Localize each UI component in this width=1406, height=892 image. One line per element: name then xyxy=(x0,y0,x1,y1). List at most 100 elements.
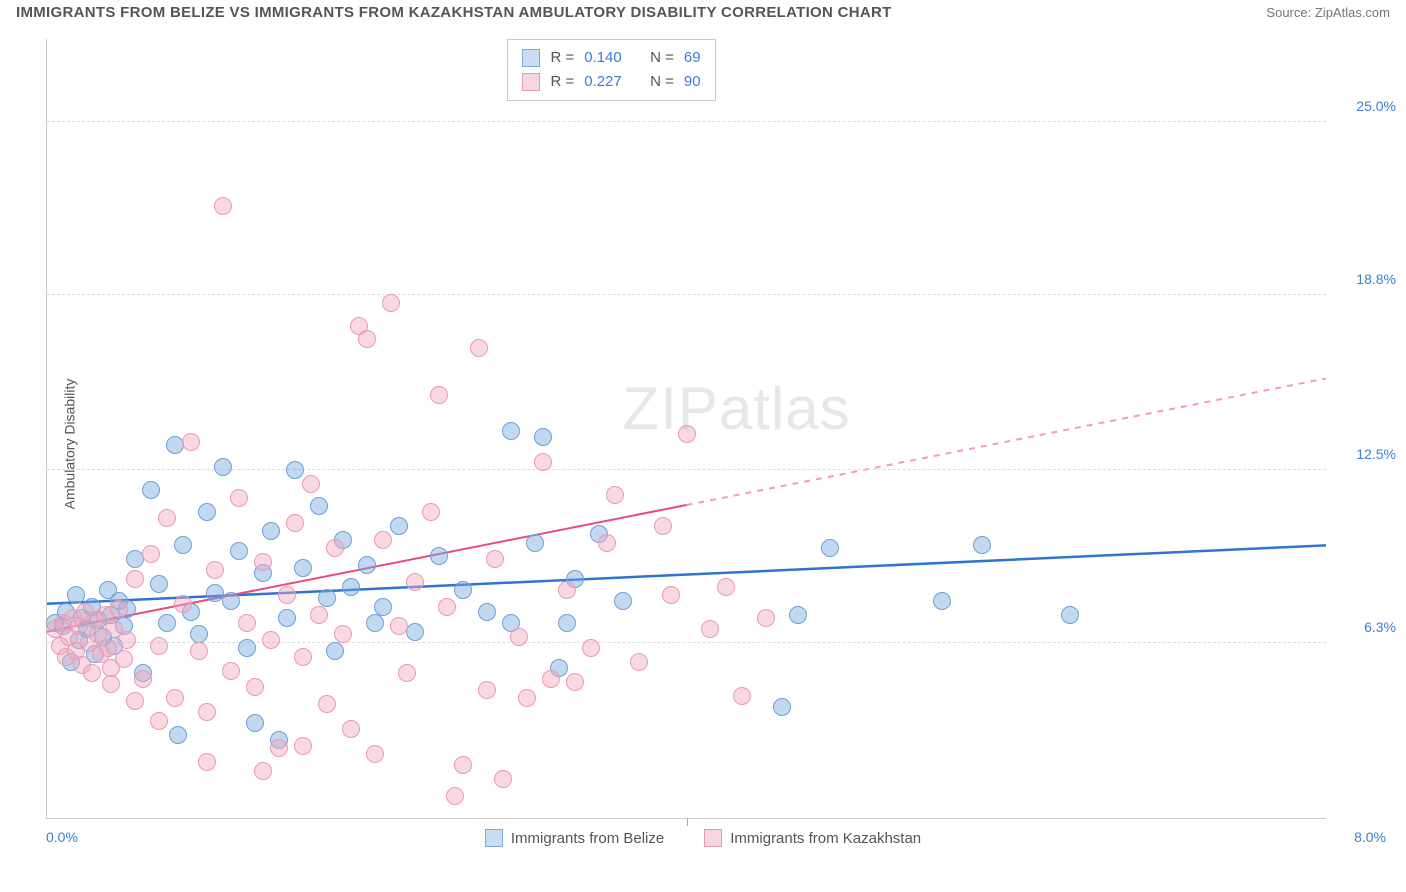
data-point xyxy=(406,623,424,641)
data-point xyxy=(374,598,392,616)
data-point xyxy=(733,687,751,705)
data-point xyxy=(278,609,296,627)
data-point xyxy=(757,609,775,627)
data-point xyxy=(150,575,168,593)
data-point xyxy=(318,589,336,607)
data-point xyxy=(278,586,296,604)
data-point xyxy=(678,425,696,443)
data-point xyxy=(358,556,376,574)
source-label: Source: xyxy=(1266,5,1311,20)
data-point xyxy=(454,756,472,774)
data-point xyxy=(390,517,408,535)
n-label: N = xyxy=(650,70,674,94)
y-tick-label: 6.3% xyxy=(1336,619,1396,635)
data-point xyxy=(142,545,160,563)
data-point xyxy=(430,547,448,565)
data-point xyxy=(166,689,184,707)
r-value-1: 0.140 xyxy=(584,46,622,70)
n-value-1: 69 xyxy=(684,46,701,70)
data-point xyxy=(310,606,328,624)
x-minor-tick xyxy=(687,818,688,826)
plot-region: ZIPatlas R = 0.140 N = 69 R = 0.227 N = … xyxy=(46,39,1326,819)
data-point xyxy=(182,433,200,451)
data-point xyxy=(83,664,101,682)
data-point xyxy=(174,536,192,554)
r-label: R = xyxy=(550,46,574,70)
y-tick-label: 12.5% xyxy=(1336,446,1396,462)
bottom-legend: Immigrants from Belize Immigrants from K… xyxy=(0,829,1406,847)
data-point xyxy=(126,570,144,588)
grid-line xyxy=(47,294,1326,295)
swatch-series-2 xyxy=(522,73,540,91)
data-point xyxy=(773,698,791,716)
data-point xyxy=(422,503,440,521)
swatch-series-1 xyxy=(522,49,540,67)
data-point xyxy=(582,639,600,657)
chart-header: IMMIGRANTS FROM BELIZE VS IMMIGRANTS FRO… xyxy=(0,0,1406,29)
data-point xyxy=(115,650,133,668)
data-point xyxy=(190,625,208,643)
data-point xyxy=(566,673,584,691)
data-point xyxy=(933,592,951,610)
data-point xyxy=(246,678,264,696)
data-point xyxy=(717,578,735,596)
data-point xyxy=(454,581,472,599)
data-point xyxy=(222,662,240,680)
stats-row-series-1: R = 0.140 N = 69 xyxy=(522,46,700,70)
data-point xyxy=(510,628,528,646)
y-tick-label: 25.0% xyxy=(1336,98,1396,114)
n-label: N = xyxy=(650,46,674,70)
legend-label-2: Immigrants from Kazakhstan xyxy=(730,830,921,847)
data-point xyxy=(398,664,416,682)
data-point xyxy=(118,631,136,649)
data-point xyxy=(390,617,408,635)
data-point xyxy=(342,720,360,738)
data-point xyxy=(430,386,448,404)
data-point xyxy=(166,436,184,454)
data-point xyxy=(270,739,288,757)
data-point xyxy=(198,503,216,521)
grid-line xyxy=(47,121,1326,122)
data-point xyxy=(134,670,152,688)
data-point xyxy=(614,592,632,610)
r-value-2: 0.227 xyxy=(584,70,622,94)
data-point xyxy=(310,497,328,515)
data-point xyxy=(654,517,672,535)
data-point xyxy=(494,770,512,788)
data-point xyxy=(326,642,344,660)
legend-label-1: Immigrants from Belize xyxy=(511,830,664,847)
data-point xyxy=(262,522,280,540)
data-point xyxy=(302,475,320,493)
data-point xyxy=(238,639,256,657)
data-point xyxy=(701,620,719,638)
data-point xyxy=(606,486,624,504)
correlation-stats-box: R = 0.140 N = 69 R = 0.227 N = 90 xyxy=(507,39,715,101)
data-point xyxy=(214,458,232,476)
data-point xyxy=(246,714,264,732)
data-point xyxy=(438,598,456,616)
data-point xyxy=(821,539,839,557)
data-point xyxy=(254,762,272,780)
source-name: ZipAtlas.com xyxy=(1315,5,1390,20)
n-value-2: 90 xyxy=(684,70,701,94)
data-point xyxy=(262,631,280,649)
data-point xyxy=(198,703,216,721)
data-point xyxy=(169,726,187,744)
watermark: ZIPatlas xyxy=(623,374,851,443)
data-point xyxy=(294,648,312,666)
data-point xyxy=(374,531,392,549)
data-point xyxy=(190,642,208,660)
legend-swatch-1 xyxy=(485,829,503,847)
r-label: R = xyxy=(550,70,574,94)
grid-line xyxy=(47,469,1326,470)
data-point xyxy=(478,603,496,621)
data-point xyxy=(1061,606,1079,624)
data-point xyxy=(142,481,160,499)
legend-item-2: Immigrants from Kazakhstan xyxy=(704,829,921,847)
data-point xyxy=(318,695,336,713)
data-point xyxy=(198,753,216,771)
data-point xyxy=(67,586,85,604)
data-point xyxy=(294,559,312,577)
data-point xyxy=(366,745,384,763)
data-point xyxy=(110,600,128,618)
